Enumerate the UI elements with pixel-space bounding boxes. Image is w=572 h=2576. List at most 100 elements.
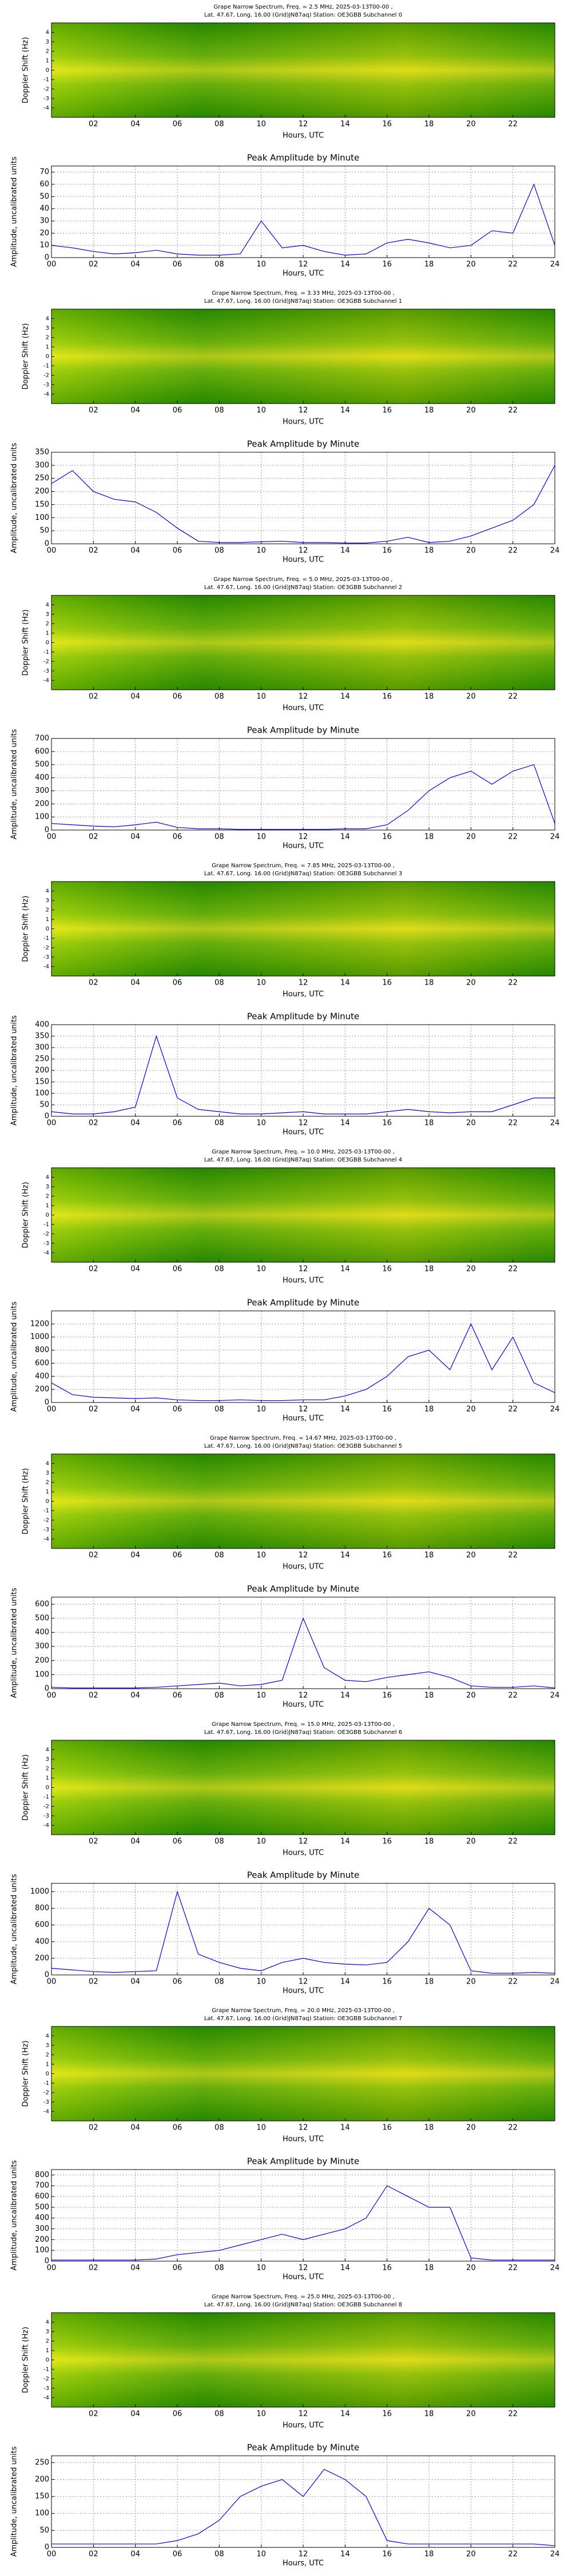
x-tick-label: 22	[508, 2410, 518, 2419]
chart-title: Peak Amplitude by Minute	[247, 1584, 359, 1594]
x-tick-label: 20	[466, 547, 476, 555]
y-tick-label: -1	[43, 2366, 49, 2373]
x-axis-label: Hours, UTC	[283, 704, 324, 713]
chart-title: Peak Amplitude by Minute	[247, 1298, 359, 1308]
chart-title: Peak Amplitude by Minute	[247, 153, 359, 163]
spectrogram-shade	[51, 1454, 555, 1548]
x-tick-label: 20	[466, 2264, 476, 2273]
x-tick-label: 14	[340, 1978, 350, 1986]
x-tick-label: 10	[256, 120, 266, 129]
x-tick-label: 14	[340, 1838, 350, 1846]
x-tick-label: 06	[173, 2264, 182, 2273]
x-tick-label: 02	[89, 833, 98, 841]
y-tick-label: 1	[46, 1775, 49, 1781]
plot-frame	[51, 22, 555, 118]
y-axis-label: Doppler Shift (Hz)	[22, 2041, 30, 2107]
y-tick-label: 70	[39, 168, 49, 176]
x-tick-label: 08	[214, 1978, 224, 1986]
x-tick-label: 12	[299, 693, 308, 701]
x-tick-label: 08	[214, 1838, 224, 1846]
x-axis-label: Hours, UTC	[283, 270, 324, 278]
y-tick-label: 50	[39, 192, 49, 201]
y-tick-label: 1	[46, 630, 49, 637]
y-tick-label: -3	[43, 2099, 49, 2105]
x-tick-label: 18	[424, 2410, 434, 2419]
spectrogram-shade	[51, 2026, 555, 2121]
x-tick-label: 20	[466, 2124, 476, 2132]
x-tick-label: 20	[466, 2550, 476, 2559]
amplitude-line	[51, 2185, 555, 2261]
y-tick-label: -3	[43, 668, 49, 674]
y-tick-label: 800	[35, 2171, 49, 2179]
x-tick-label: 22	[508, 979, 518, 987]
y-tick-label: -2	[43, 945, 49, 951]
y-tick-label: -1	[43, 1794, 49, 1800]
y-tick-label: 200	[35, 1066, 49, 1075]
x-tick-label: 22	[508, 1978, 518, 1986]
chart-title: Grape Narrow Spectrum, Freq. = 20.0 MHz,…	[212, 2008, 395, 2014]
x-tick-label: 18	[424, 406, 434, 415]
y-tick-label: 400	[35, 1372, 49, 1381]
y-tick-label: -3	[43, 96, 49, 102]
x-tick-label: 06	[173, 833, 182, 841]
y-tick-label: 100	[35, 1089, 49, 1098]
x-tick-label: 16	[382, 406, 392, 415]
chart-title: Peak Amplitude by Minute	[247, 439, 359, 449]
x-tick-label: 22	[508, 2124, 518, 2132]
plot-frame	[51, 738, 555, 831]
x-tick-label: 16	[382, 1119, 392, 1128]
x-tick-label: 04	[130, 1978, 140, 1986]
y-tick-label: 300	[35, 2225, 49, 2233]
x-tick-label: 02	[89, 1551, 98, 1560]
y-tick-label: 3	[46, 1470, 49, 1476]
x-tick-label: 20	[466, 406, 476, 415]
y-tick-label: 250	[35, 1055, 49, 1064]
x-tick-label: 06	[173, 2124, 182, 2132]
x-tick-label: 16	[382, 979, 392, 987]
x-tick-label: 04	[130, 1265, 140, 1274]
x-tick-label: 12	[299, 2264, 308, 2273]
x-tick-label: 04	[130, 2264, 140, 2273]
spectrogram-shade	[51, 23, 555, 117]
x-tick-label: 12	[299, 979, 308, 987]
x-tick-label: 12	[299, 1119, 308, 1128]
y-axis-label: Amplitude, uncalibrated units	[10, 442, 19, 553]
x-tick-label: 02	[89, 2264, 98, 2273]
y-tick-label: -3	[43, 1240, 49, 1247]
x-tick-label: 04	[130, 1405, 140, 1414]
amplitude-line	[51, 1890, 555, 1974]
x-tick-label: 00	[47, 1692, 57, 1700]
y-tick-label: 2	[46, 1194, 49, 1200]
x-tick-label: 10	[256, 1265, 266, 1274]
x-tick-label: 04	[130, 2124, 140, 2132]
x-tick-label: 10	[256, 2264, 266, 2273]
y-tick-label: 0	[45, 1112, 49, 1121]
y-tick-label: 800	[35, 1346, 49, 1354]
plot-frame	[51, 1024, 555, 1117]
x-tick-label: 10	[256, 693, 266, 701]
y-tick-label: 250	[35, 2458, 49, 2467]
plot-frame	[51, 1883, 555, 1976]
x-tick-label: 20	[466, 1551, 476, 1560]
x-tick-label: 02	[89, 1119, 98, 1128]
y-tick-label: 0	[46, 354, 49, 360]
y-tick-label: 1	[46, 1489, 49, 1495]
x-tick-label: 06	[173, 2410, 182, 2419]
y-tick-label: 4	[46, 1747, 49, 1753]
y-tick-label: 4	[46, 2033, 49, 2040]
y-tick-label: -1	[43, 935, 49, 942]
x-tick-label: 16	[382, 1978, 392, 1986]
x-tick-label: 16	[382, 547, 392, 555]
y-tick-label: 400	[35, 1021, 49, 1029]
y-tick-label: 700	[35, 2182, 49, 2190]
y-tick-label: 0	[45, 540, 49, 548]
x-tick-label: 20	[466, 120, 476, 129]
x-tick-label: 02	[89, 406, 98, 415]
x-tick-label: 12	[299, 547, 308, 555]
chart-title: Grape Narrow Spectrum, Freq. = 3.33 MHz,…	[212, 290, 395, 297]
amplitude-line	[51, 1617, 555, 1689]
x-tick-label: 00	[47, 1119, 57, 1128]
spectrogram-shade	[51, 2313, 555, 2407]
y-tick-label: 200	[35, 800, 49, 808]
chart-title: Grape Narrow Spectrum, Freq. = 10.0 MHz,…	[212, 1149, 395, 1155]
